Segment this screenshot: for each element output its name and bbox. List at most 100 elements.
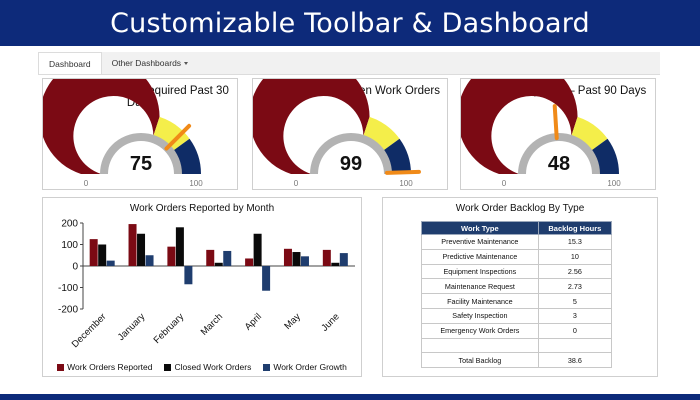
bar-work-orders-reported[interactable] [167, 246, 176, 266]
gauge-band-red [461, 79, 578, 174]
gauge-max-label: 100 [189, 179, 203, 188]
gauge-inner-ring [310, 132, 392, 174]
x-tick-label: February [152, 311, 187, 346]
dashboard-tabs: Dashboard Other Dashboards [38, 52, 660, 75]
gauge-panel-completed[interactable]: % Completed By Required Past 30 Days 750… [42, 78, 238, 190]
chart-title: Work Orders Reported by Month [129, 203, 275, 214]
gauge-inner-ring [100, 132, 182, 174]
table-row: Emergency Work Orders 0 [421, 322, 613, 339]
cell-backlog-hours: 2.73 [537, 278, 613, 295]
legend-label: Work Order Growth [273, 362, 347, 372]
legend-label: Work Orders Reported [67, 362, 153, 372]
gauge-value: 75 [130, 153, 152, 175]
backlog-title: Work Order Backlog By Type [455, 203, 585, 214]
tab-other-dashboards-label: Other Dashboards [111, 58, 182, 68]
bar-work-orders-reported[interactable] [283, 248, 292, 266]
x-tick-label: April [243, 311, 264, 332]
gauge-value: 99 [340, 153, 362, 175]
gauge-band-red [253, 79, 370, 174]
bar-work-orders-reported[interactable] [206, 249, 215, 266]
x-tick-label: May [282, 311, 303, 332]
cell-total-label: Total Backlog [421, 352, 539, 369]
banner: Customizable Toolbar & Dashboard [0, 0, 700, 46]
cell-work-type: Facility Maintenance [421, 293, 539, 309]
bar-work-orders-reported[interactable] [89, 239, 98, 266]
table-row: Safety Inspection 3 [421, 307, 613, 324]
table-row [421, 337, 613, 354]
gauge-min-label: 0 [294, 179, 299, 188]
gauge-max-label: 100 [607, 179, 621, 188]
gauge-needle [384, 169, 421, 175]
cell-total-value: 38.6 [537, 352, 613, 369]
gauge-band-yellow [153, 116, 190, 151]
table-header-row: Work Type Backlog Hours [421, 221, 613, 235]
column-header-backlog-hours: Backlog Hours [537, 221, 613, 235]
bar-work-order-growth[interactable] [145, 255, 154, 266]
gauge-value: 48 [548, 153, 570, 175]
bar-work-order-growth[interactable] [339, 253, 348, 266]
tab-other-dashboards[interactable]: Other Dashboards [102, 52, 198, 74]
column-header-work-type: Work Type [421, 221, 539, 235]
x-tick-label: March [199, 311, 225, 337]
banner-title: Customizable Toolbar & Dashboard [110, 7, 590, 39]
work-orders-chart-panel[interactable]: Work Orders Reported by Month 200 100 0 -10… [42, 197, 362, 377]
y-tick-label: -100 [58, 283, 78, 294]
bar-closed-work-orders[interactable] [137, 233, 146, 266]
cell-work-type: Safety Inspection [421, 307, 539, 324]
bar-work-order-growth[interactable] [184, 266, 193, 285]
bar-closed-work-orders[interactable] [98, 244, 107, 267]
gauge-2: 48 0 100 [461, 79, 621, 188]
bar-work-order-growth[interactable] [262, 266, 271, 291]
backlog-panel[interactable]: Work Order Backlog By Type Work Type Bac… [382, 197, 658, 377]
gauge-needle [552, 104, 559, 141]
bar-work-orders-reported[interactable] [128, 224, 137, 266]
bar-closed-work-orders[interactable] [331, 262, 340, 266]
gauge-min-label: 0 [84, 179, 89, 188]
legend-item-growth: Work Order Growth [263, 362, 347, 372]
cell-backlog-hours: 0 [537, 322, 613, 339]
table-row: Predictive Maintenance 10 [421, 248, 613, 265]
cell-backlog-hours: 2.56 [537, 263, 613, 280]
bar-work-order-growth[interactable] [106, 260, 115, 266]
y-tick-label: -200 [58, 305, 78, 316]
legend-item-reported: Work Orders Reported [57, 362, 152, 372]
bar-closed-work-orders[interactable] [175, 227, 184, 266]
cell-backlog-hours: 15.3 [537, 234, 613, 250]
legend-swatch-reported [57, 363, 65, 371]
cell-work-type: Predictive Maintenance [421, 248, 539, 265]
cell-work-type: Preventive Maintenance [421, 234, 539, 250]
bar-work-order-growth[interactable] [223, 250, 232, 266]
bar-work-orders-reported[interactable] [322, 249, 331, 266]
cell-backlog-hours: 10 [537, 248, 613, 265]
gauge-band-yellow [363, 116, 400, 151]
table-row: Equipment Inspections 2.56 [421, 263, 613, 280]
y-tick-label: 200 [61, 219, 78, 230]
bar-closed-work-orders[interactable] [253, 233, 262, 266]
gauge-inner-ring [518, 132, 600, 174]
chevron-down-icon [184, 61, 189, 65]
gauge-0: 75 0 100 [43, 79, 203, 188]
bar-work-order-growth[interactable] [300, 256, 309, 266]
legend-label: Closed Work Orders [174, 362, 252, 372]
table-row-total: Total Backlog 38.6 [421, 352, 613, 369]
bar-closed-work-orders[interactable] [292, 252, 301, 266]
bar-work-orders-reported[interactable] [245, 258, 254, 266]
table-row: Facility Maintenance 5 [421, 293, 613, 309]
tab-dashboard[interactable]: Dashboard [38, 52, 102, 74]
cell-work-type: Maintenance Request [421, 278, 539, 295]
bar-closed-work-orders[interactable] [214, 262, 223, 266]
gauge-max-label: 100 [399, 179, 413, 188]
gauge-band-red [43, 79, 160, 174]
cell-backlog-hours [537, 337, 613, 354]
legend-item-closed: Closed Work Orders [164, 362, 251, 372]
cell-backlog-hours: 3 [537, 307, 613, 324]
gauge-min-label: 0 [502, 179, 507, 188]
tab-dashboard-label: Dashboard [49, 58, 91, 69]
legend-swatch-growth [263, 363, 271, 371]
cell-work-type: Equipment Inspections [421, 263, 539, 280]
x-tick-label: December [70, 311, 109, 350]
cell-work-type [421, 337, 539, 354]
